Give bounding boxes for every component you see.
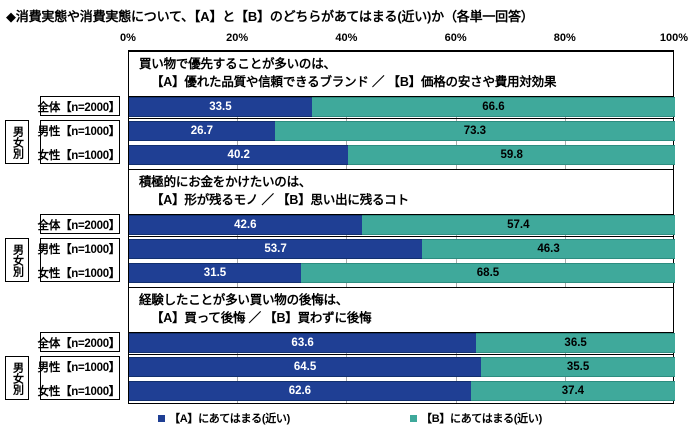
row-label-2-3: 女性【n=1000】 [37, 268, 121, 280]
question-banner-2: 積極的にお金をかけたいのは、【A】形が残るモノ ／ 【B】思い出に残るコト [129, 169, 673, 215]
question-text-line2-1: 【A】優れた品質や信頼できるブランド ／ 【B】価格の安さや費用対効果 [151, 75, 557, 90]
bar-segment-b: 68.5 [300, 263, 675, 283]
group-tag-gender-2: 男女別 [5, 238, 29, 282]
question-banner-1: 買い物で優先することが多いのは、【A】優れた品質や信頼できるブランド ／ 【B】… [129, 51, 673, 97]
gender-label-box-1 [40, 120, 120, 164]
row-label-3-2: 男性【n=1000】 [37, 362, 121, 374]
gender-label-box-3 [40, 356, 120, 400]
question-text-line2-2: 【A】形が残るモノ ／ 【B】思い出に残るコト [151, 193, 409, 208]
total-label-box-3 [40, 332, 120, 352]
legend-swatch-icon-a [158, 414, 166, 422]
total-row-divider-2 [129, 236, 673, 237]
x-axis-tick-0pct: 0% [120, 32, 136, 44]
legend-swatch-icon-b [410, 414, 417, 422]
bar-row: 53.7 46.3 [129, 239, 675, 259]
bar-row: 26.7 73.3 [129, 121, 675, 141]
legend-series-a[interactable]: 【A】にあてはまる(近い) [158, 410, 290, 426]
bar-row: 42.6 57.4 [129, 215, 675, 235]
bar-row: 63.6 36.5 [129, 333, 675, 353]
bar-segment-a: 64.5 [129, 357, 482, 377]
bar-segment-b: 59.8 [348, 145, 675, 165]
bar-row: 33.5 66.6 [129, 97, 675, 117]
row-label-3-3: 女性【n=1000】 [37, 386, 121, 398]
gender-label-box-2 [40, 238, 120, 282]
total-row-divider-1 [129, 118, 673, 119]
question-text-line1-3: 経験したことが多い買い物の後悔は、 [139, 293, 349, 307]
question-banner-3: 経験したことが多い買い物の後悔は、【A】買って後悔 ／ 【B】買わずに後悔 [129, 287, 673, 333]
row-label-3-1: 全体【n=2000】 [37, 338, 121, 350]
question-text-line1-1: 買い物で優先することが多いのは、 [139, 57, 336, 71]
total-label-box-1 [40, 96, 120, 116]
bar-segment-a: 33.5 [129, 97, 312, 117]
x-axis-tick-20pct: 20% [226, 32, 249, 44]
row-label-1-1: 全体【n=2000】 [37, 102, 121, 114]
question-text-line1-2: 積極的にお金をかけたいのは、 [139, 175, 312, 189]
bar-segment-a: 62.6 [129, 381, 471, 401]
bar-segment-b: 37.4 [470, 381, 675, 401]
bar-segment-b: 46.3 [422, 239, 675, 259]
bar-segment-b: 35.5 [481, 357, 675, 377]
bar-row: 31.5 68.5 [129, 263, 675, 283]
chart-legend: 【A】にあてはまる(近い) 【B】にあてはまる(近い) [0, 410, 700, 426]
bar-segment-b: 57.4 [361, 215, 675, 235]
total-label-box-2 [40, 214, 120, 234]
legend-label: 【B】にあてはまる(近い) [421, 413, 542, 425]
row-label-2-1: 全体【n=2000】 [37, 220, 121, 232]
row-label-1-3: 女性【n=1000】 [37, 150, 121, 162]
group-tag-gender-3: 男女別 [5, 356, 29, 400]
bar-row: 62.6 37.4 [129, 381, 675, 401]
bar-segment-a: 31.5 [129, 263, 301, 283]
row-label-column: 全体【n=2000】 男性【n=1000】 女性【n=1000】 男女別 全体【n=20… [0, 50, 128, 404]
x-axis-tick-40pct: 40% [335, 32, 358, 44]
bar-segment-a: 26.7 [129, 121, 275, 141]
total-row-divider-3 [129, 354, 673, 355]
chart-plot-area: 買い物で優先することが多いのは、【A】優れた品質や信頼できるブランド ／ 【B】… [128, 50, 675, 404]
bar-segment-a: 63.6 [129, 333, 477, 353]
x-axis-tick-80pct: 80% [553, 32, 576, 44]
bar-segment-b: 73.3 [274, 121, 675, 141]
row-label-2-2: 男性【n=1000】 [37, 244, 121, 256]
x-axis-tick-60pct: 60% [444, 32, 467, 44]
legend-label: 【A】にあてはまる(近い) [169, 413, 290, 425]
bar-row: 40.2 59.8 [129, 145, 675, 165]
x-axis-tick-100pct: 100% [659, 32, 689, 44]
bar-segment-b: 36.5 [476, 333, 675, 353]
question-text-line2-3: 【A】買って後悔 ／ 【B】買わずに後悔 [151, 311, 372, 326]
bar-segment-a: 40.2 [129, 145, 349, 165]
x-axis-tick-labels: 0% 20% 40% 60% 80% 100% [120, 32, 688, 48]
bar-row: 64.5 35.5 [129, 357, 675, 377]
legend-series-b[interactable]: 【B】にあてはまる(近い) [410, 410, 542, 426]
bar-segment-a: 42.6 [129, 215, 362, 235]
bar-segment-a: 53.7 [129, 239, 423, 259]
row-label-1-2: 男性【n=1000】 [37, 126, 121, 138]
bar-segment-b: 66.6 [311, 97, 675, 117]
page-title: ◆消費実態や消費実態について、【A】と【B】のどちらがあてはまる(近い)か（各単… [6, 9, 534, 24]
group-tag-gender-1: 男女別 [5, 120, 29, 164]
